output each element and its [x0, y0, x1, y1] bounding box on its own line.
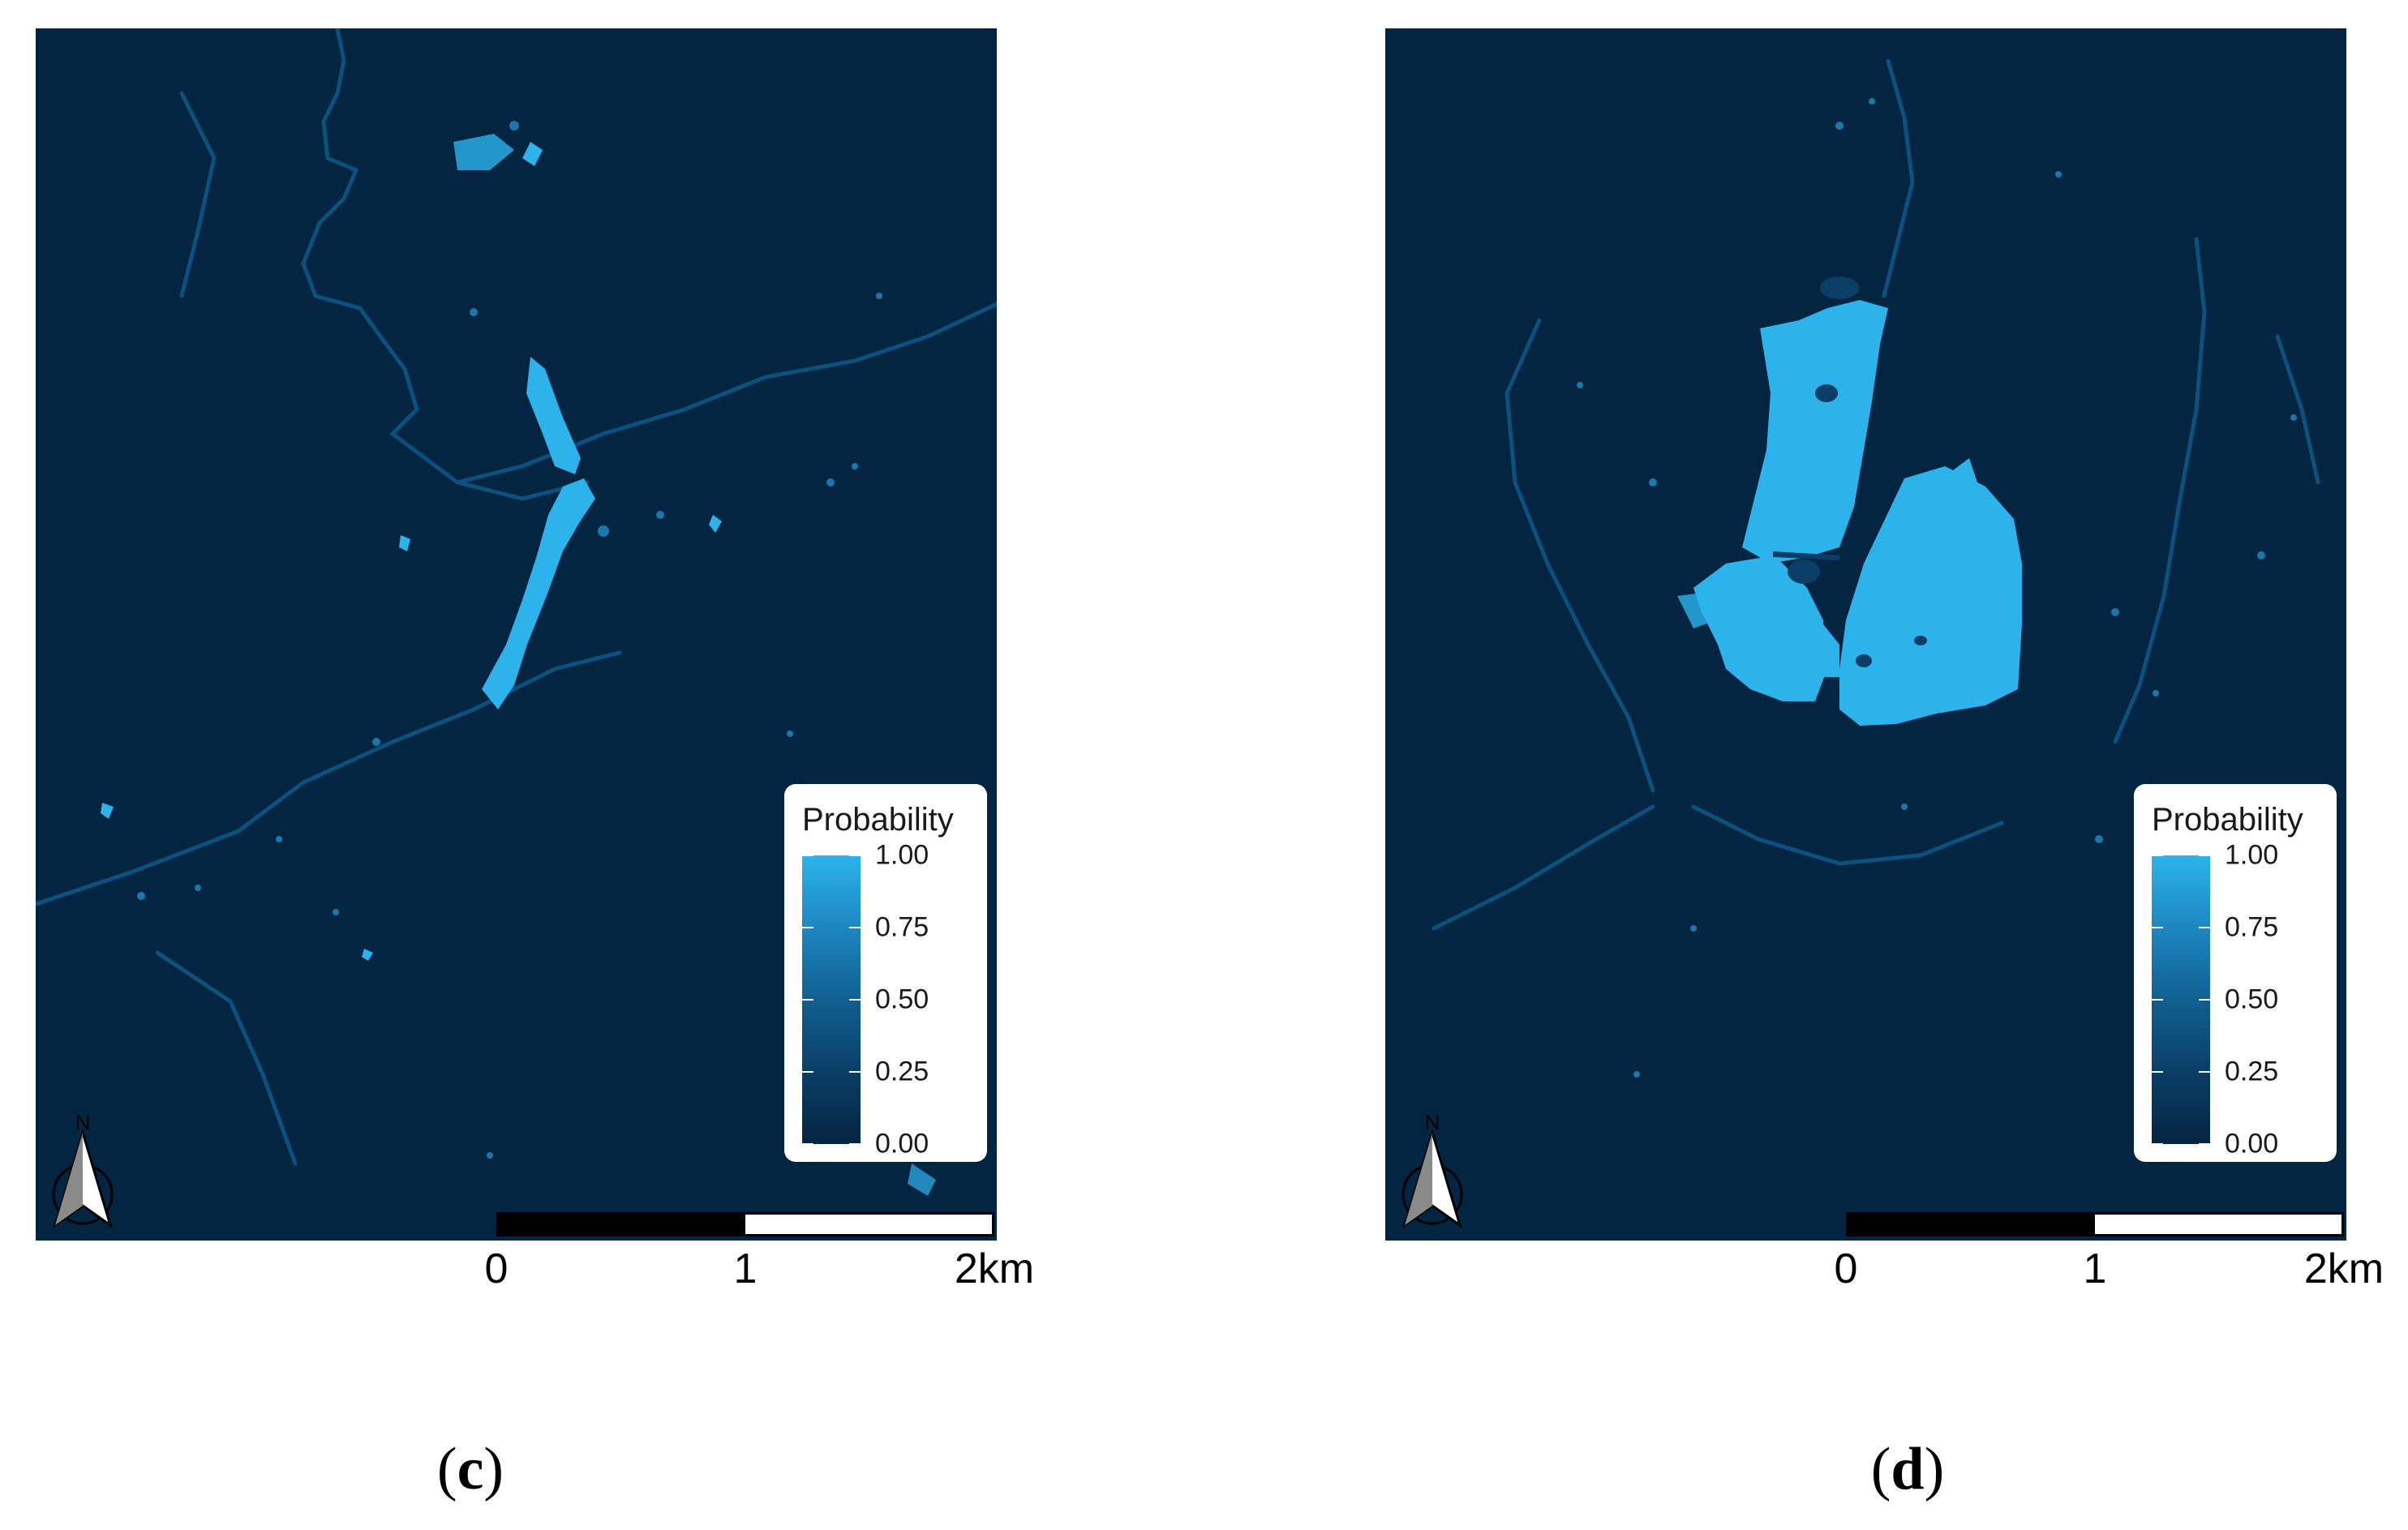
- probability-raster-c: [36, 28, 997, 1196]
- map-panel-d: Probability 1.00 0.75 0.50 0.25 0.00 N 0…: [1385, 28, 2384, 1292]
- panel-caption-letter: d: [1891, 1436, 1925, 1502]
- legend-tick-label: 0.25: [875, 1056, 929, 1087]
- legend-title: Probability: [802, 802, 954, 838]
- scale-label: 0: [1834, 1245, 1858, 1292]
- north-label: N: [75, 1115, 91, 1134]
- scale-bar: [496, 1212, 994, 1236]
- scale-label: 2km: [954, 1245, 1035, 1292]
- legend-tick-label: 0.50: [875, 984, 929, 1015]
- scale-label: 1: [2083, 1245, 2107, 1292]
- panel-caption-d: (d): [1870, 1436, 1945, 1502]
- legend-tick-label: 0.75: [875, 911, 929, 943]
- scale-label: 2km: [2303, 1245, 2384, 1292]
- probability-raster-d: [1431, 58, 2321, 1086]
- panel-caption-c: (c): [436, 1436, 504, 1502]
- legend-tick-label: 0.00: [2225, 1128, 2279, 1159]
- map-panel-c: Probability 1.00 0.75 0.50 0.25 0.00 N 0…: [36, 28, 1034, 1292]
- north-arrow-icon: N: [52, 1115, 114, 1228]
- legend-tick-label: 1.00: [875, 839, 929, 871]
- legend-tick-label: 0.25: [2225, 1056, 2279, 1087]
- legend-tick-label: 0.75: [2225, 911, 2279, 943]
- legend: Probability 1.00 0.75 0.50 0.25 0.00: [2134, 784, 2337, 1162]
- legend: Probability 1.00 0.75 0.50 0.25 0.00: [784, 784, 987, 1162]
- legend-tick-label: 0.00: [875, 1128, 929, 1159]
- legend-title: Probability: [2152, 802, 2303, 838]
- legend-tick-label: 0.50: [2225, 984, 2279, 1015]
- north-label: N: [1425, 1115, 1440, 1134]
- north-arrow-icon: N: [1401, 1115, 1463, 1228]
- scale-label: 1: [733, 1245, 758, 1292]
- scale-bar: [1846, 1212, 2344, 1236]
- probability-map-c: [36, 28, 997, 1241]
- scale-label: 0: [484, 1245, 509, 1292]
- legend-tick-label: 1.00: [2225, 839, 2279, 871]
- panel-caption-letter: c: [457, 1436, 484, 1502]
